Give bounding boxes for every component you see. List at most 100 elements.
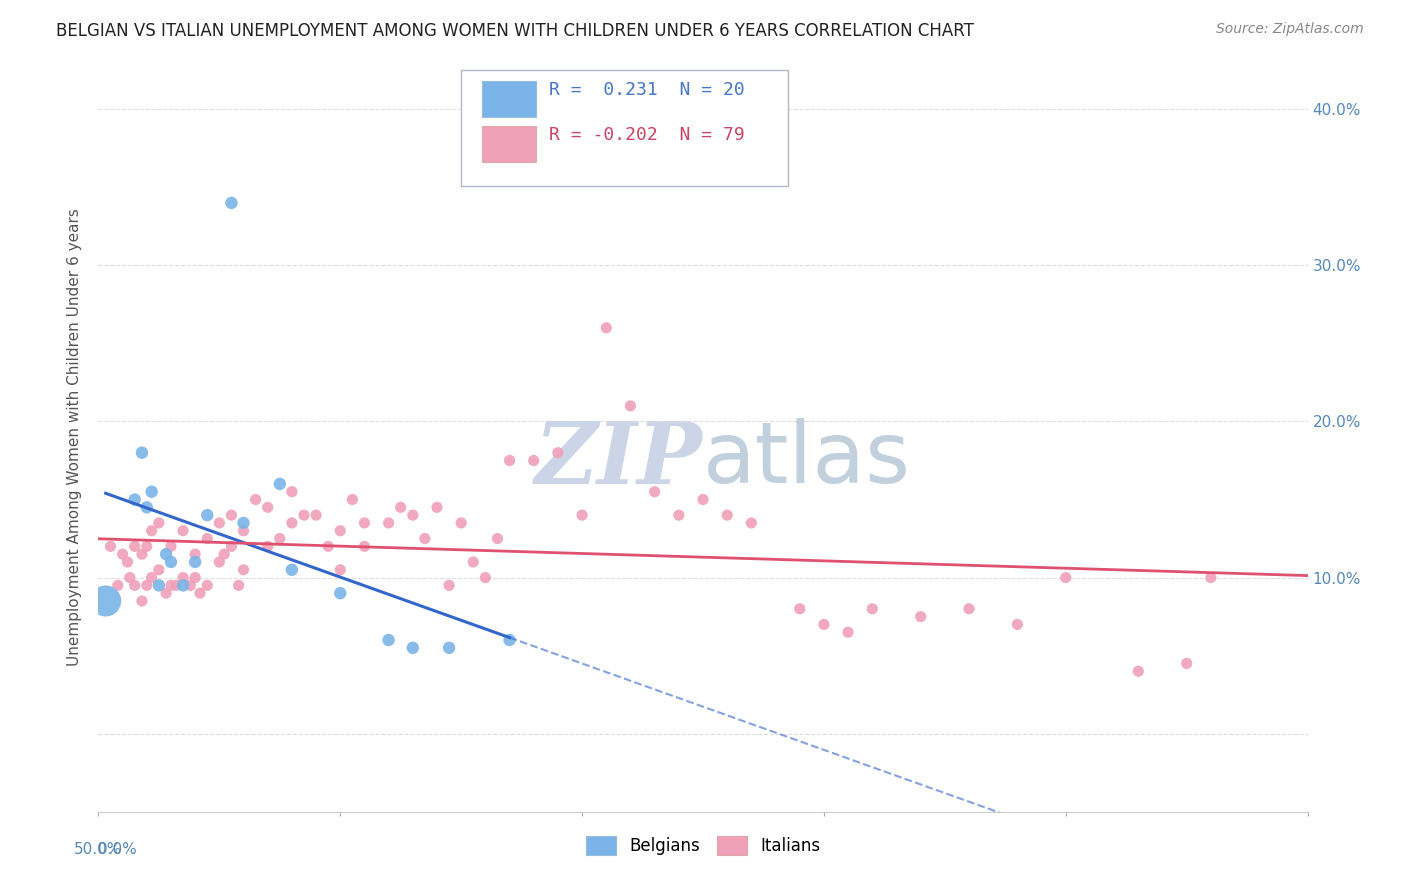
Point	[269, 532, 291, 546]
Point	[131, 446, 153, 460]
Point	[184, 547, 207, 561]
Point	[118, 571, 141, 585]
Point	[474, 571, 496, 585]
Text: Source: ZipAtlas.com: Source: ZipAtlas.com	[1216, 22, 1364, 37]
Point	[402, 508, 425, 523]
Legend: Belgians, Italians: Belgians, Italians	[578, 828, 828, 863]
Point	[172, 524, 194, 538]
Point	[1054, 571, 1077, 585]
Point	[498, 633, 520, 648]
Point	[860, 602, 883, 616]
Point	[221, 196, 243, 211]
Point	[316, 539, 339, 553]
Point	[195, 578, 218, 592]
Point	[1199, 571, 1222, 585]
Point	[141, 571, 163, 585]
Point	[377, 633, 399, 648]
Text: 50.0%: 50.0%	[75, 842, 122, 856]
Point	[716, 508, 738, 523]
Point	[141, 524, 163, 538]
Point	[269, 476, 291, 491]
Point	[498, 453, 520, 467]
Point	[281, 484, 304, 499]
Point	[155, 586, 177, 600]
Point	[117, 555, 139, 569]
Point	[94, 594, 117, 608]
Point	[184, 555, 207, 569]
Point	[212, 547, 235, 561]
Point	[208, 516, 231, 530]
Point	[208, 555, 231, 569]
Point	[619, 399, 641, 413]
Point	[281, 563, 304, 577]
Point	[402, 640, 425, 655]
Point	[281, 516, 304, 530]
Point	[124, 539, 146, 553]
Point	[135, 539, 157, 553]
Bar	[482, 126, 536, 162]
Point	[1175, 657, 1198, 671]
Point	[813, 617, 835, 632]
Point	[1007, 617, 1029, 632]
Point	[740, 516, 762, 530]
Point	[377, 516, 399, 530]
Point	[184, 571, 207, 585]
Point	[353, 539, 375, 553]
Point	[342, 492, 364, 507]
Point	[195, 508, 218, 523]
Point	[148, 578, 170, 592]
Point	[232, 516, 254, 530]
Point	[668, 508, 690, 523]
Point	[292, 508, 315, 523]
Text: BELGIAN VS ITALIAN UNEMPLOYMENT AMONG WOMEN WITH CHILDREN UNDER 6 YEARS CORRELAT: BELGIAN VS ITALIAN UNEMPLOYMENT AMONG WO…	[56, 22, 974, 40]
Point	[957, 602, 980, 616]
Point	[148, 516, 170, 530]
Point	[228, 578, 250, 592]
Text: R =  0.231  N = 20: R = 0.231 N = 20	[550, 81, 745, 99]
Point	[160, 539, 183, 553]
Point	[1128, 664, 1150, 679]
Point	[221, 508, 243, 523]
Point	[195, 532, 218, 546]
Point	[789, 602, 811, 616]
Point	[256, 500, 278, 515]
Point	[172, 578, 194, 592]
Point	[165, 578, 187, 592]
Point	[221, 539, 243, 553]
Point	[389, 500, 412, 515]
Point	[135, 500, 157, 515]
Point	[100, 539, 122, 553]
Point	[329, 563, 352, 577]
Text: ZIP: ZIP	[536, 417, 703, 501]
Point	[523, 453, 546, 467]
Point	[692, 492, 714, 507]
Point	[426, 500, 449, 515]
Point	[644, 484, 666, 499]
Point	[910, 609, 932, 624]
Point	[245, 492, 267, 507]
Point	[155, 547, 177, 561]
Text: atlas: atlas	[703, 418, 911, 501]
Point	[353, 516, 375, 530]
Point	[437, 640, 460, 655]
Point	[160, 555, 183, 569]
Point	[595, 320, 617, 334]
Point	[450, 516, 472, 530]
Point	[571, 508, 593, 523]
Y-axis label: Unemployment Among Women with Children Under 6 years: Unemployment Among Women with Children U…	[67, 208, 83, 666]
Text: R = -0.202  N = 79: R = -0.202 N = 79	[550, 126, 745, 145]
Point	[232, 563, 254, 577]
Point	[547, 446, 569, 460]
Point	[124, 578, 146, 592]
Text: 0.0%: 0.0%	[98, 842, 138, 856]
Point	[131, 594, 153, 608]
Point	[463, 555, 485, 569]
Point	[131, 547, 153, 561]
Point	[160, 578, 183, 592]
Point	[486, 532, 509, 546]
Point	[256, 539, 278, 553]
Point	[837, 625, 859, 640]
Point	[188, 586, 211, 600]
Bar	[482, 81, 536, 117]
Point	[329, 524, 352, 538]
